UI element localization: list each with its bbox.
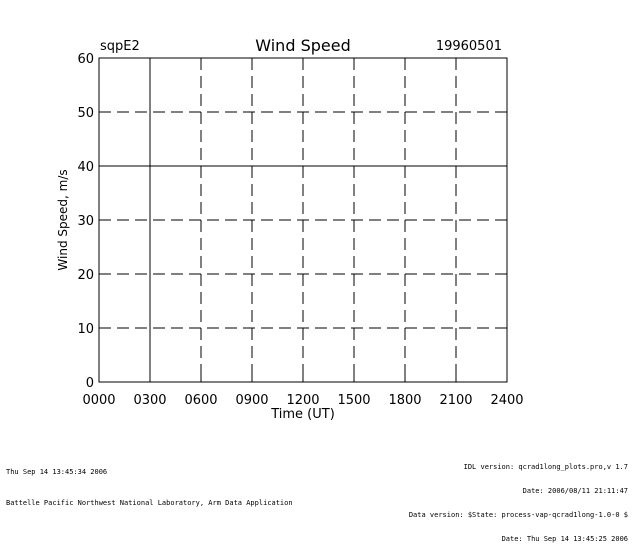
x-tick-label: 2400 xyxy=(490,393,523,408)
site-label: sqpE2 xyxy=(100,39,140,54)
footer-data-version: Data version: $State: process-vap-qcrad1… xyxy=(408,511,628,519)
footer-lab: Battelle Pacific Northwest National Labo… xyxy=(6,499,293,507)
x-tick-label: 0300 xyxy=(133,393,166,408)
x-tick-label: 2100 xyxy=(439,393,472,408)
x-tick-label: 0900 xyxy=(235,393,268,408)
tick-labels: 0000 0300 0600 0900 1200 1500 1800 2100 2400 0 10 2… xyxy=(77,52,523,408)
chart-title: Wind Speed xyxy=(255,36,350,55)
axis-ticks xyxy=(98,57,508,383)
x-tick-label: 0000 xyxy=(82,393,115,408)
y-tick-label: 20 xyxy=(77,268,94,283)
y-tick-label: 60 xyxy=(77,52,94,67)
x-tick-label: 1800 xyxy=(388,393,421,408)
x-tick-label: 0600 xyxy=(184,393,217,408)
footer-idl-version: IDL version: qcrad1long_plots.pro,v 1.7 xyxy=(463,463,628,471)
footer-left: Thu Sep 14 13:45:34 2006 Battelle Pacifi… xyxy=(6,452,293,515)
x-tick-label: 1200 xyxy=(286,393,319,408)
wind-speed-chart: 0000 0300 0600 0900 1200 1500 1800 2100 2400 0 10 2… xyxy=(56,36,524,422)
footer-data-date: Date: Thu Sep 14 13:45:25 2006 xyxy=(501,535,628,543)
footer-idl-date: Date: 2006/08/11 21:11:47 xyxy=(522,487,628,495)
grid-lines xyxy=(99,58,507,382)
x-axis-label: Time (UT) xyxy=(270,407,335,422)
footer-right: IDL version: qcrad1long_plots.pro,v 1.7 … xyxy=(409,447,628,551)
y-tick-label: 10 xyxy=(77,322,94,337)
y-axis-label: Wind Speed, m/s xyxy=(56,169,70,270)
footer-timestamp: Thu Sep 14 13:45:34 2006 xyxy=(6,468,108,476)
x-tick-label: 1500 xyxy=(337,393,370,408)
y-tick-label: 50 xyxy=(77,106,94,121)
date-label: 19960501 xyxy=(436,39,502,54)
y-tick-label: 0 xyxy=(86,376,94,391)
y-tick-label: 40 xyxy=(77,160,94,175)
y-tick-label: 30 xyxy=(77,214,94,229)
